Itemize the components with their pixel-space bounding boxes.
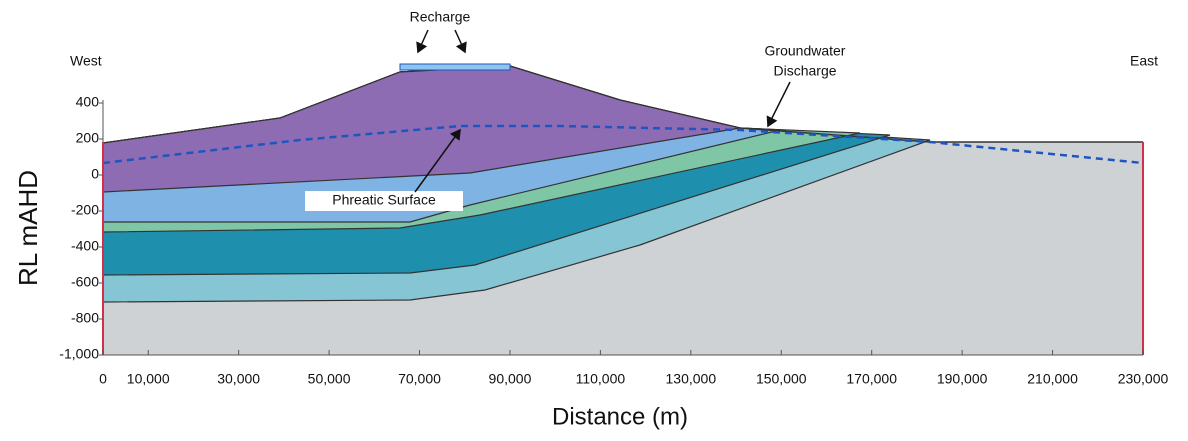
x-tick-label: 50,000 [308,371,351,387]
y-tick-label: -800 [71,310,99,326]
x-tick-label: 30,000 [217,371,260,387]
label-east: East [1130,53,1158,69]
layers [103,64,1143,355]
x-tick-label: 130,000 [666,371,717,387]
y-tick-label: -400 [71,238,99,254]
x-tick-label: 110,000 [576,371,626,387]
y-tick-label: -200 [71,202,99,218]
label-recharge: Recharge [410,9,471,25]
x-tick-label: 10,000 [127,371,170,387]
x-tick-label: 210,000 [1027,371,1078,387]
x-tick-label: 230,000 [1118,371,1169,387]
y-tick-label: 400 [76,94,100,110]
cross-section: 4002000-200-400-600-800-1,000010,00030,0… [0,0,1188,441]
y-tick-label: -600 [71,274,99,290]
arrow [418,30,428,52]
y-tick-label: 0 [91,166,99,182]
label-discharge: Discharge [773,63,836,79]
label-discharge: Groundwater [765,43,846,59]
recharge-zone [400,64,510,70]
label-phreatic: Phreatic Surface [332,192,436,208]
x-axis-title: Distance (m) [552,403,688,430]
arrow [768,82,790,126]
y-tick-label: -1,000 [59,346,99,362]
x-tick-label: 170,000 [846,371,897,387]
x-tick-label: 70,000 [398,371,441,387]
label-west: West [70,53,102,69]
y-tick-label: 200 [76,130,100,146]
x-tick-label: 90,000 [489,371,532,387]
x-tick-label: 190,000 [937,371,988,387]
y-axis-title: RL mAHD [13,170,43,286]
x-tick-label: 0 [99,371,107,387]
x-tick-label: 150,000 [756,371,807,387]
arrow [455,30,465,52]
